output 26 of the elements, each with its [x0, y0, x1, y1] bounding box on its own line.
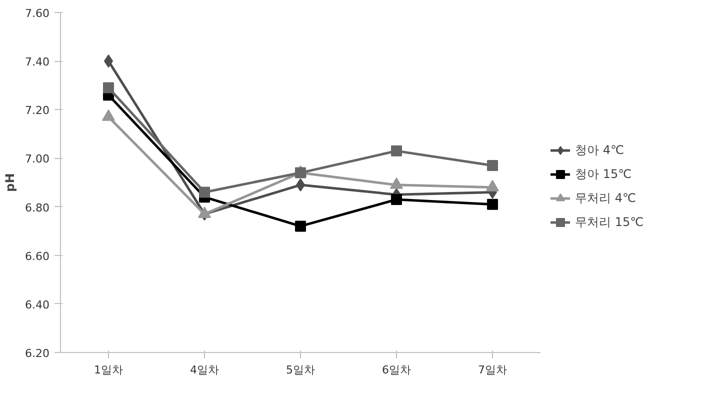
x-tick-label: 6일차 [382, 364, 411, 376]
x-tick-label: 5일차 [286, 364, 315, 376]
point [198, 206, 211, 218]
y-tick-label: 6.20 [25, 347, 50, 360]
legend-label: 무처리 15℃ [575, 214, 644, 230]
point [103, 82, 114, 94]
y-tick-label: 7.40 [25, 56, 50, 69]
y-axis-title: pH [3, 173, 18, 192]
y-tick-label: 6.60 [25, 250, 50, 263]
point [487, 198, 498, 210]
y-tick-label: 6.40 [25, 298, 50, 312]
x-tick-label: 4일차 [190, 364, 219, 376]
legend-label: 청아 15℃ [575, 166, 632, 182]
x-tick-label: 7일차 [478, 364, 507, 376]
point [391, 145, 402, 156]
point [295, 220, 306, 232]
legend-label: 무처리 4℃ [575, 190, 636, 206]
y-tick-label: 6.80 [25, 201, 50, 214]
y-tick-label: 7.00 [25, 152, 50, 166]
y-tick-label: 7.60 [25, 7, 50, 20]
y-tick-label: 7.20 [25, 104, 50, 118]
point [487, 160, 498, 171]
point [199, 186, 210, 198]
legend-label: 청아 4℃ [575, 142, 624, 158]
x-tick-label: 1일차 [94, 364, 123, 376]
point [391, 194, 402, 205]
